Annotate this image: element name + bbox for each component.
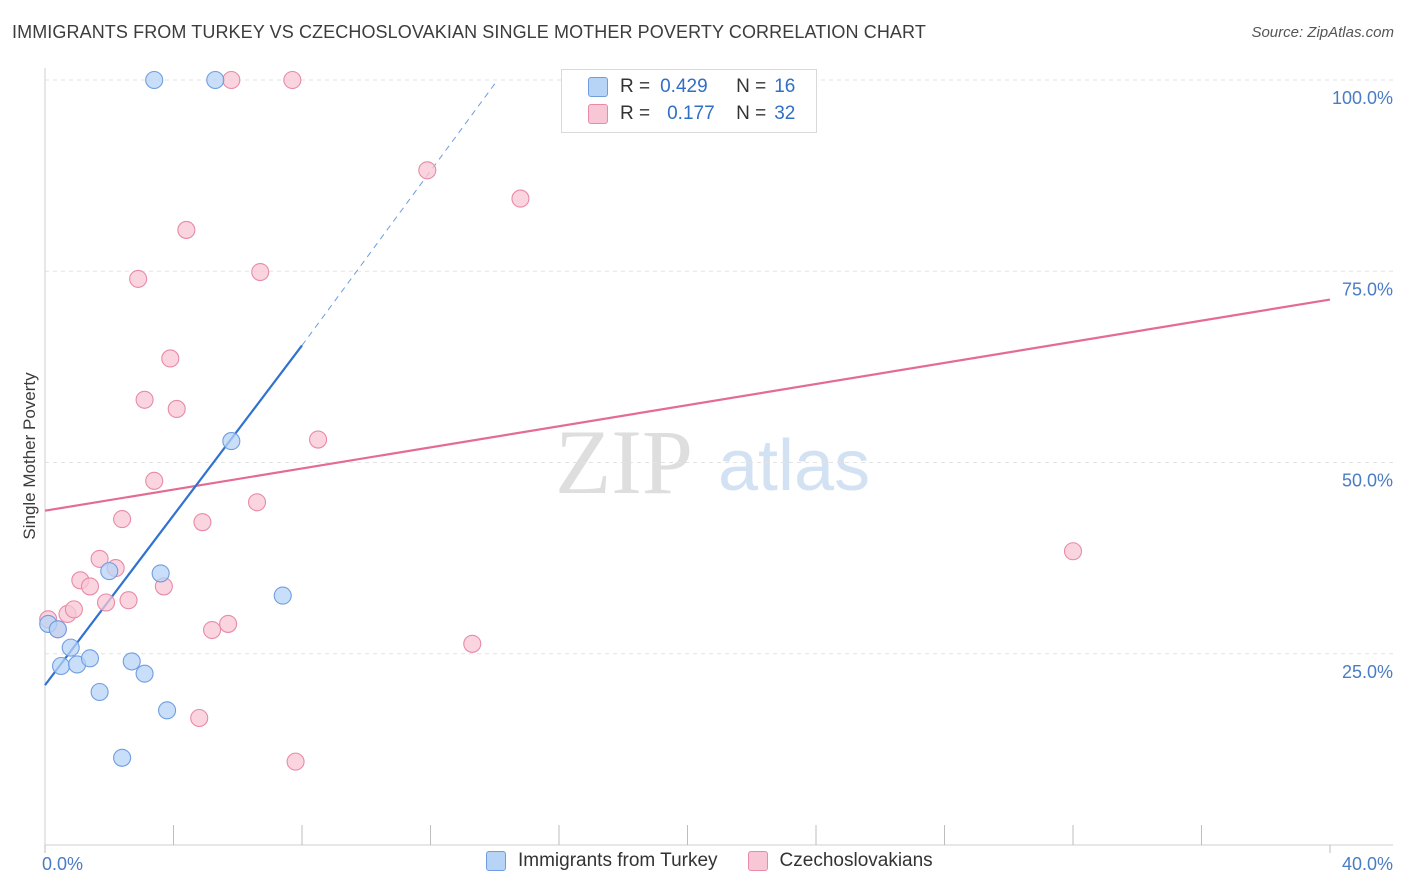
point-czechoslovakians-9 — [113, 510, 132, 529]
bottom-legend-turkey: Immigrants from Turkey — [486, 850, 718, 872]
legend-n-value-czech: 32 — [774, 103, 796, 124]
bottom-legend: Immigrants from Turkey Czechoslovakians — [486, 850, 963, 872]
point-turkey-9 — [122, 652, 141, 671]
source-label: Source: ZipAtlas.com — [1251, 24, 1394, 41]
bottom-legend-czech: Czechoslovakians — [747, 850, 933, 872]
x-tick-label-0: 0.0% — [42, 854, 83, 874]
legend-n-label: N = — [736, 76, 767, 97]
point-czechoslovakians-5 — [80, 577, 100, 596]
point-czechoslovakians-21 — [219, 614, 238, 633]
trend-line-turkey-extension — [301, 83, 496, 346]
data-points — [39, 70, 1083, 771]
y-tick-label-1: 50.0% — [1342, 471, 1393, 491]
y-axis-label: Single Mother Poverty — [20, 372, 39, 540]
point-turkey-8 — [113, 748, 132, 767]
axes — [44, 68, 1393, 853]
point-czechoslovakians-30 — [511, 189, 530, 208]
point-czechoslovakians-26 — [286, 752, 305, 771]
legend-swatch-blue — [588, 77, 608, 97]
point-turkey-7 — [100, 562, 119, 581]
point-czechoslovakians-11 — [129, 269, 148, 288]
legend-n-label: N = — [736, 103, 767, 124]
trend-line-czechoslovakians — [44, 298, 1331, 512]
y-tick-label-3: 100.0% — [1332, 88, 1393, 108]
point-czechoslovakians-13 — [145, 471, 164, 490]
point-turkey-13 — [158, 701, 177, 720]
point-turkey-16 — [273, 586, 292, 605]
point-czechoslovakians-3 — [64, 600, 83, 619]
point-turkey-12 — [151, 564, 170, 583]
legend-n-value-turkey: 16 — [774, 76, 796, 97]
tick-labels: 25.0% 50.0% 75.0% 100.0% 0.0% 40.0% — [42, 88, 1393, 874]
point-czechoslovakians-10 — [119, 591, 138, 610]
point-czechoslovakians-7 — [96, 593, 116, 612]
legend-row-czech: R = 0.177 N = 32 — [588, 102, 795, 126]
legend-r-label: R = — [620, 76, 651, 97]
point-czechoslovakians-6 — [90, 549, 109, 568]
point-czechoslovakians-19 — [193, 513, 212, 532]
point-czechoslovakians-20 — [203, 620, 222, 640]
y-tick-label-0: 25.0% — [1342, 662, 1393, 682]
point-turkey-1 — [48, 620, 67, 639]
point-czechoslovakians-27 — [309, 430, 328, 449]
point-czechoslovakians-15 — [161, 349, 180, 368]
legend-r-value-czech: 0.177 — [667, 103, 715, 124]
point-turkey-2 — [52, 656, 71, 676]
point-czechoslovakians-16 — [167, 399, 186, 419]
trend-line-turkey — [44, 344, 303, 686]
legend-r-label: R = — [620, 103, 651, 124]
legend: R = 0.429 N = 16 R = 0.177 N = 32 — [561, 69, 817, 133]
point-turkey-6 — [90, 682, 109, 702]
point-turkey-14 — [206, 70, 225, 90]
x-tick-label-1: 40.0% — [1342, 854, 1393, 874]
bottom-legend-label-czech: Czechoslovakians — [779, 850, 933, 871]
bottom-legend-label-turkey: Immigrants from Turkey — [518, 850, 718, 871]
chart-title: IMMIGRANTS FROM TURKEY VS CZECHOSLOVAKIA… — [12, 22, 926, 42]
trend-lines — [44, 83, 1331, 686]
point-czechoslovakians-24 — [251, 262, 270, 282]
point-czechoslovakians-31 — [1063, 542, 1083, 561]
point-turkey-11 — [145, 70, 164, 90]
point-turkey-5 — [80, 649, 100, 668]
point-czechoslovakians-18 — [190, 708, 209, 728]
bottom-legend-swatch-pink — [747, 851, 768, 871]
legend-swatch-pink — [588, 104, 608, 124]
point-turkey-15 — [222, 432, 241, 451]
y-tick-label-2: 75.0% — [1342, 279, 1393, 299]
gridlines — [45, 79, 1395, 655]
point-turkey-3 — [61, 638, 80, 657]
point-czechoslovakians-23 — [247, 493, 267, 512]
watermark-atlas: atlas — [718, 426, 870, 506]
legend-row-turkey: R = 0.429 N = 16 — [588, 75, 795, 99]
point-czechoslovakians-12 — [135, 390, 154, 409]
point-czechoslovakians-22 — [222, 70, 241, 90]
bottom-legend-swatch-blue — [486, 851, 506, 871]
point-czechoslovakians-28 — [418, 161, 437, 180]
point-czechoslovakians-29 — [463, 634, 482, 653]
point-czechoslovakians-17 — [177, 220, 196, 239]
point-turkey-10 — [135, 664, 154, 683]
legend-r-value-turkey: 0.429 — [660, 76, 708, 97]
point-czechoslovakians-25 — [283, 70, 302, 90]
